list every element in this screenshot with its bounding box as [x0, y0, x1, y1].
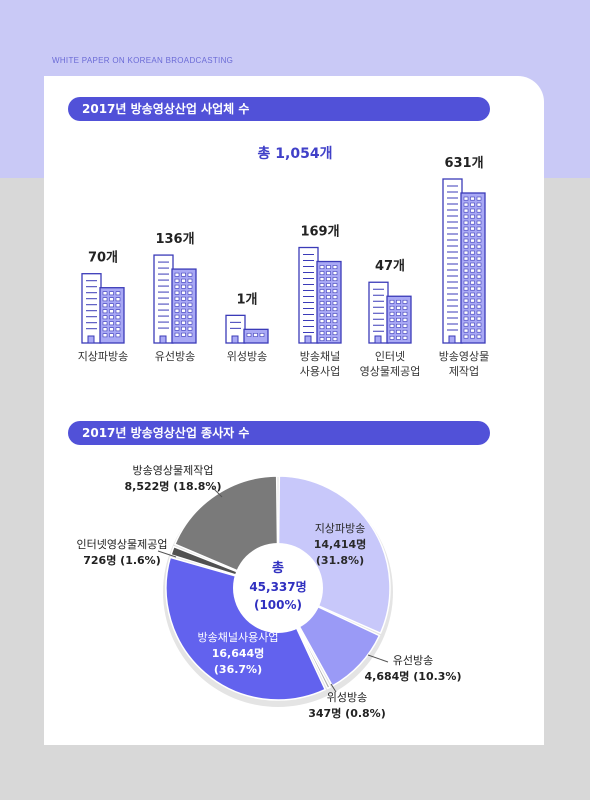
building-bar-0	[81, 273, 125, 344]
building-bar-4	[368, 281, 412, 344]
pie-slice-percent: (36.7%)	[214, 663, 262, 676]
bar-value-label: 169개	[300, 225, 339, 240]
pie-slice-value: 8,522명 (18.8%)	[125, 479, 222, 493]
bar-category-label: 제작업	[449, 365, 479, 378]
bar-value-label: 1개	[236, 292, 257, 307]
bar-category-label: 유선방송	[155, 350, 195, 363]
businesses-total: 총 1,054개	[257, 146, 333, 162]
bar-category-label: 인터넷	[375, 350, 405, 363]
bar-value-label: 631개	[444, 156, 483, 171]
building-bar-3	[298, 246, 342, 344]
pie-slice-value: 14,414명	[314, 537, 367, 551]
bar-category-label: 방송영상물	[439, 350, 490, 363]
pie-slice-name: 위성방송	[327, 691, 367, 704]
pie-slice-value: 16,644명	[212, 646, 265, 660]
bar-category-label: 지상파방송	[78, 350, 129, 363]
bar-value-label: 47개	[375, 259, 405, 274]
leader-line	[212, 487, 223, 498]
leader-line	[367, 654, 389, 663]
pie-center-label: 45,337명	[249, 580, 306, 594]
pie-slice-3	[165, 556, 327, 701]
pie-center-hole	[233, 543, 323, 633]
pie-slice-percent: (31.8%)	[316, 554, 364, 567]
pie-slice-name: 인터넷영상물제공업	[76, 538, 167, 551]
section-title-employees: 2017년 방송영상산업 종사자 수	[68, 421, 490, 445]
pie-slice-name: 방송영상물제작업	[133, 464, 214, 477]
bar-value-label: 136개	[155, 232, 194, 247]
bar-category-label: 방송채널	[300, 350, 340, 363]
pie-center-label: (100%)	[254, 598, 302, 612]
pie-slice-value: 347명 (0.8%)	[308, 706, 385, 720]
building-bar-1	[153, 254, 197, 344]
pie-slice-name: 지상파방송	[315, 522, 366, 535]
bar-value-label: 70개	[88, 251, 118, 266]
pie-slice-name: 방송채널사용사업	[198, 631, 279, 644]
pie-slice-name: 유선방송	[393, 654, 433, 667]
pie-center-label: 총	[272, 560, 284, 576]
bar-category-label: 영상물제공업	[360, 365, 421, 378]
leader-line	[330, 683, 337, 693]
pie-slice-value: 4,684명 (10.3%)	[365, 669, 462, 683]
building-bar-5	[442, 178, 486, 344]
publication-header: WHITE PAPER ON KOREAN BROADCASTING	[52, 56, 234, 65]
bar-category-label: 위성방송	[227, 350, 267, 363]
section-title-businesses: 2017년 방송영상산업 사업체 수	[68, 97, 490, 121]
bar-category-label: 사용사업	[300, 365, 340, 378]
building-bar-2	[225, 314, 269, 344]
pie-slice-value: 726명 (1.6%)	[83, 553, 160, 567]
leader-line	[157, 550, 177, 558]
